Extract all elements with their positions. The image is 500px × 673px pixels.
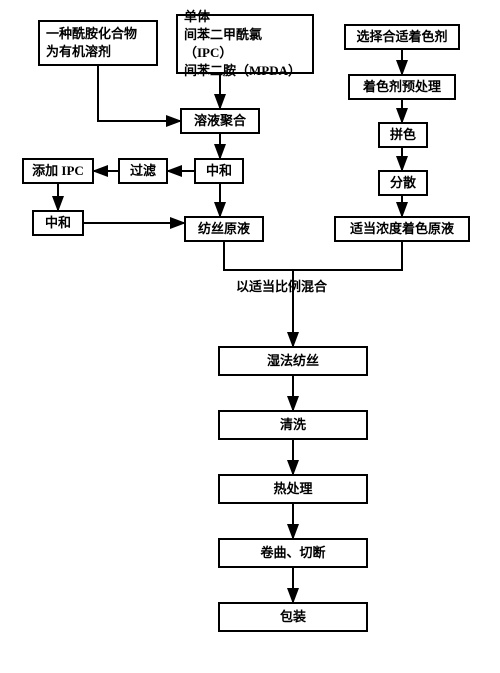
node-n19: 包装 xyxy=(218,602,368,632)
node-n9: 过滤 xyxy=(118,158,168,184)
node-n7: 溶液聚合 xyxy=(180,108,260,134)
node-n10: 添加 IPC xyxy=(22,158,94,184)
edge-n13-n14 xyxy=(293,242,402,270)
node-n2: 单体间苯二甲酰氯（IPC）间苯二胺（MPDA） xyxy=(176,14,314,74)
node-n17: 热处理 xyxy=(218,474,368,504)
node-n8: 中和 xyxy=(194,158,244,184)
node-n5: 拼色 xyxy=(378,122,428,148)
edge-n12-n14 xyxy=(224,242,293,270)
flowchart-edges xyxy=(0,0,500,673)
node-n13: 适当浓度着色原液 xyxy=(334,216,470,242)
node-n11: 中和 xyxy=(32,210,84,236)
node-n12: 纺丝原液 xyxy=(184,216,264,242)
node-n4: 着色剂预处理 xyxy=(348,74,456,100)
node-n18: 卷曲、切断 xyxy=(218,538,368,568)
node-n6: 分散 xyxy=(378,170,428,196)
node-n16: 清洗 xyxy=(218,410,368,440)
node-n3: 选择合适着色剂 xyxy=(344,24,460,50)
edge-n1-n7 xyxy=(98,66,180,121)
node-n15: 湿法纺丝 xyxy=(218,346,368,376)
node-n14: 以适当比例混合 xyxy=(236,276,356,295)
node-n1: 一种酰胺化合物为有机溶剂 xyxy=(38,20,158,66)
